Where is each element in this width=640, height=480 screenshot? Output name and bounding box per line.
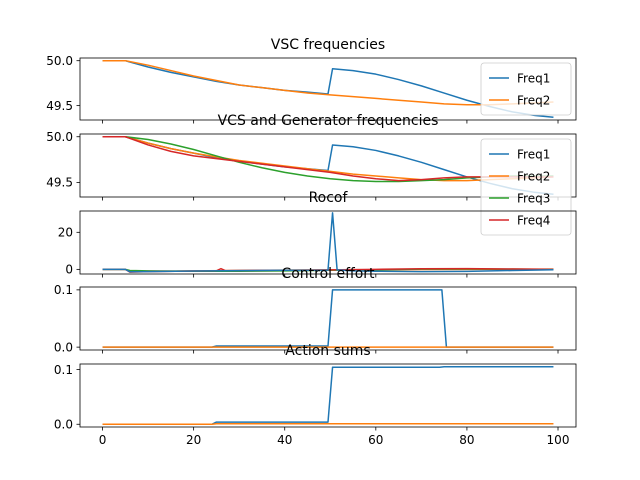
y-tick-label: 50.0 xyxy=(46,54,73,68)
subplot-4: 0.0 0.1 Control effort xyxy=(54,266,577,354)
y-tick-label: 0.1 xyxy=(54,283,73,297)
axes-frame xyxy=(79,133,577,198)
legend: Freq1 Freq2 xyxy=(480,62,572,116)
y-tick-label: 49.5 xyxy=(46,99,73,113)
series-group xyxy=(102,289,554,348)
x-tick-label: 80 xyxy=(459,433,474,447)
legend: Freq1 Freq2 Freq3 Freq4 xyxy=(480,138,572,236)
legend-entry: Freq4 xyxy=(517,213,550,227)
x-tick-label: 60 xyxy=(368,433,383,447)
y-tick-label: 0.1 xyxy=(54,363,73,377)
series-line-4 xyxy=(102,212,554,273)
legend-box xyxy=(480,62,572,116)
y-tick-label: 0 xyxy=(65,263,73,277)
series-line-1 xyxy=(102,365,554,426)
subplot-title: Action sums xyxy=(285,343,370,359)
series-line-1 xyxy=(102,59,554,119)
subplot-title: VSC frequencies xyxy=(271,37,385,53)
legend-entry: Freq2 xyxy=(517,169,550,183)
subplot-5: 0.0 0.1 0 20 40 60 80 100 Action sums xyxy=(54,343,577,447)
axes-frame xyxy=(79,286,577,351)
legend-entry: Freq1 xyxy=(517,147,550,161)
axes-frame xyxy=(79,363,577,428)
series-line-2 xyxy=(102,422,554,426)
axes-frame xyxy=(79,57,577,121)
y-tick-label: 20 xyxy=(58,226,73,240)
subplot-title: Rocof xyxy=(309,190,349,206)
y-tick-label: 49.5 xyxy=(46,176,73,190)
x-tick-label: 0 xyxy=(99,433,107,447)
series-group xyxy=(102,212,554,273)
y-tick-label: 0.0 xyxy=(54,340,73,354)
y-tick-label: 0.0 xyxy=(54,418,73,432)
subplot-1: 49.5 50.0 VSC frequencies Freq1 Freq2 xyxy=(46,37,577,124)
subplot-2: 49.5 50.0 VCS and Generator frequencies Fre… xyxy=(46,113,577,236)
axes-frame xyxy=(79,210,577,275)
x-tick-label: 100 xyxy=(547,433,570,447)
x-tick-label: 20 xyxy=(186,433,201,447)
legend-entry: Freq2 xyxy=(517,93,550,107)
series-group xyxy=(102,365,554,426)
y-tick-label: 50.0 xyxy=(46,130,73,144)
subplot-title: Control effort xyxy=(281,266,375,282)
subplot-3: 0 20 Rocof xyxy=(58,190,577,278)
x-tick-label: 40 xyxy=(277,433,292,447)
series-line-1 xyxy=(102,289,554,348)
legend-entry: Freq1 xyxy=(517,71,550,85)
subplot-title: VCS and Generator frequencies xyxy=(218,113,439,129)
legend-entry: Freq3 xyxy=(517,191,550,205)
